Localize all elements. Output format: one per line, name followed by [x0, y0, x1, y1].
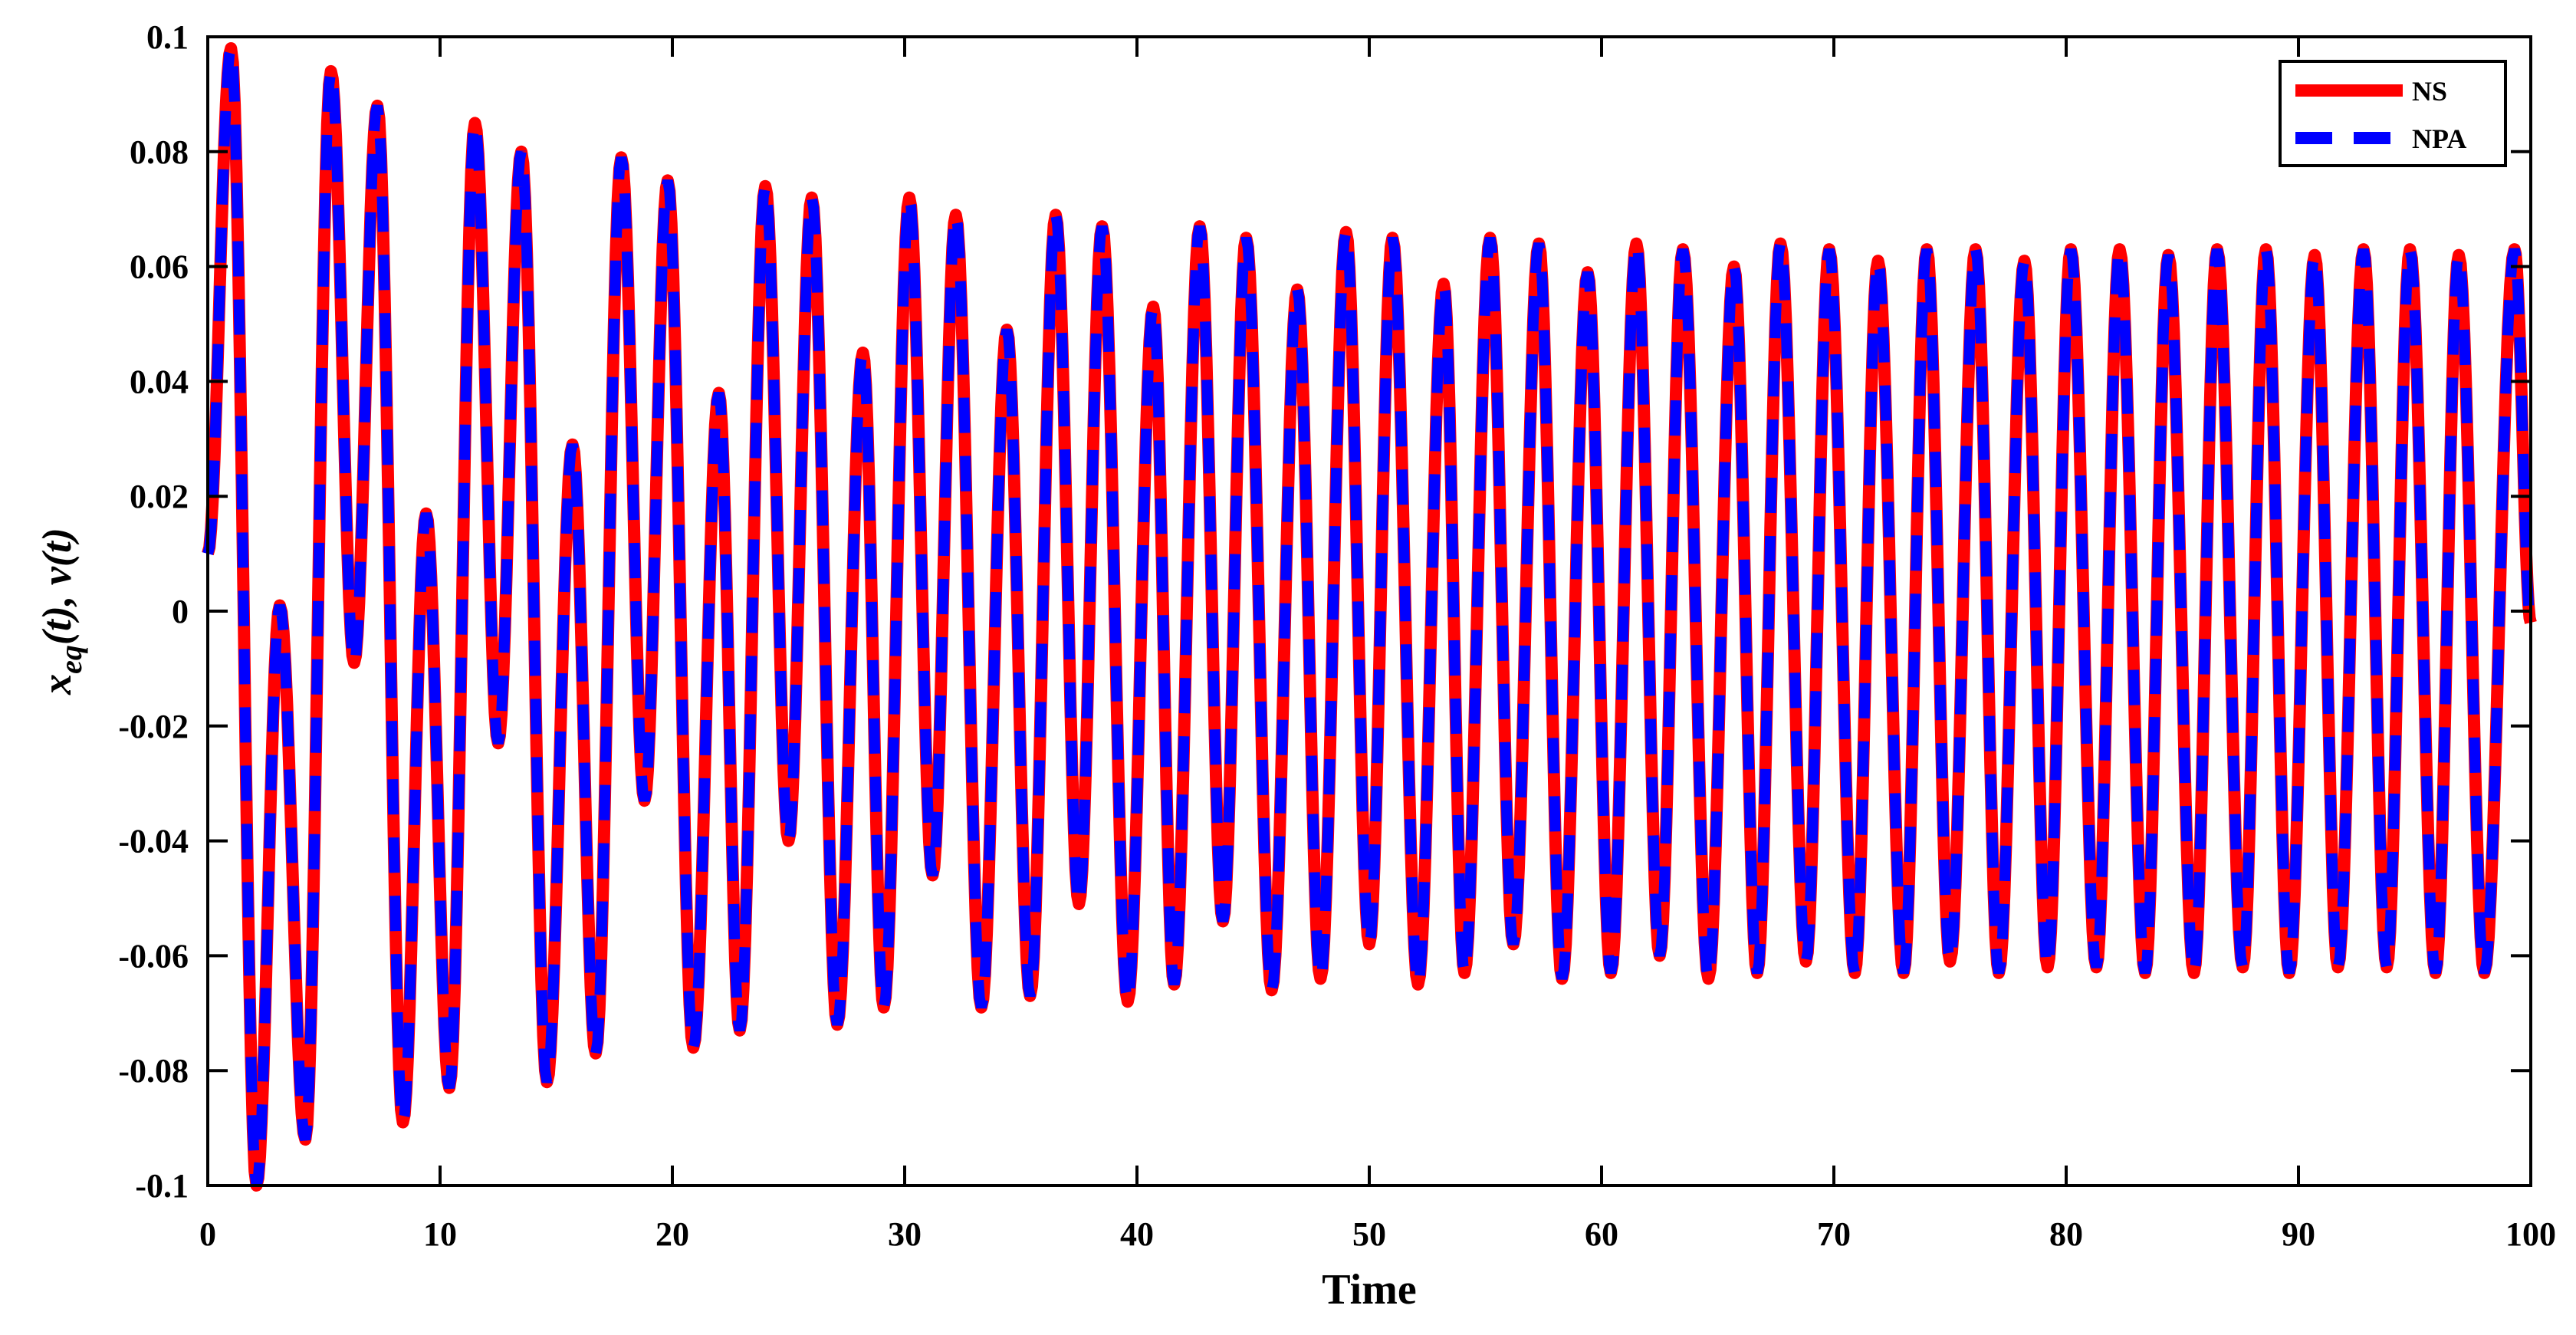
- x-tick-label: 60: [1585, 1215, 1618, 1253]
- x-tick-label: 50: [1352, 1215, 1386, 1253]
- y-axis-title-rest: (t), v(t): [34, 528, 80, 645]
- tick-labels-layer: 0 10 20 30 40 50 60 70 80 90 100 -0.1 -0.08 -0.06 -0.0…: [118, 18, 2556, 1253]
- y-tick-label: 0.06: [130, 248, 189, 286]
- y-tick-label: -0.08: [118, 1052, 189, 1090]
- y-tick-label: -0.02: [118, 708, 189, 745]
- x-axis-title: Time: [1322, 1266, 1416, 1314]
- x-tick-label: 90: [2282, 1215, 2315, 1253]
- x-tick-label: 70: [1817, 1215, 1851, 1253]
- series-line-npa: [202, 47, 2536, 1187]
- x-tick-label: 40: [1120, 1215, 1154, 1253]
- legend-box: [2279, 60, 2507, 167]
- series-layer: [202, 42, 2537, 1192]
- x-tick-label: 100: [2505, 1215, 2556, 1253]
- x-tick-label: 80: [2049, 1215, 2083, 1253]
- plot-frame: [206, 35, 2532, 1187]
- y-axis-title: xeq(t), v(t): [34, 528, 88, 695]
- y-tick-label: -0.1: [135, 1167, 189, 1205]
- y-tick-label: 0: [172, 593, 189, 630]
- legend-label-ns: NS: [2412, 76, 2447, 107]
- x-tick-label: 0: [199, 1215, 216, 1253]
- y-axis-title-subscript: eq: [54, 645, 88, 674]
- x-tick-label: 30: [888, 1215, 922, 1253]
- legend: NS NPA: [2279, 60, 2507, 167]
- y-tick-label: -0.04: [118, 823, 189, 860]
- y-tick-label: 0.1: [146, 18, 189, 56]
- y-tick-label: 0.04: [130, 363, 189, 400]
- x-tick-label: 20: [656, 1215, 689, 1253]
- y-tick-label: 0.02: [130, 478, 189, 515]
- y-tick-label: 0.08: [130, 133, 189, 171]
- x-tick-label: 10: [423, 1215, 457, 1253]
- y-axis-title-base: x: [34, 674, 80, 695]
- legend-label-npa: NPA: [2412, 123, 2466, 154]
- y-tick-label: -0.06: [118, 937, 189, 975]
